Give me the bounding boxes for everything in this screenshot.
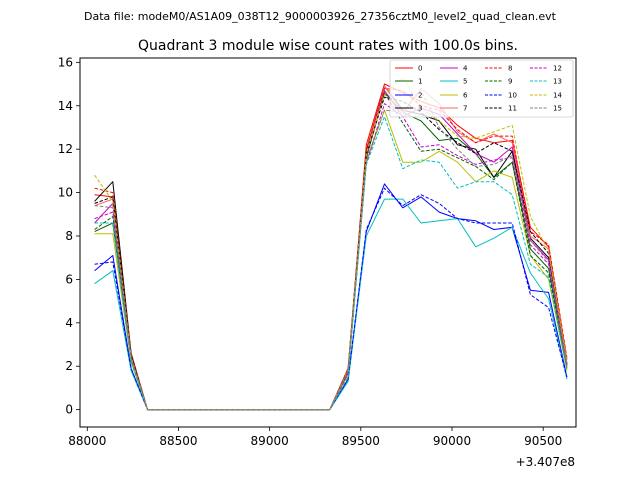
legend-label-2: 2: [418, 92, 422, 100]
series-line-13: [94, 116, 568, 411]
x-offset-label: +3.407e8: [516, 455, 575, 469]
series-line-15: [94, 90, 568, 411]
series-layer: [94, 77, 568, 411]
data-file-label: Data file: modeM0/AS1A09_038T12_90000039…: [84, 10, 557, 23]
y-tick-label: 14: [58, 99, 73, 113]
x-tick-label: 88500: [159, 434, 197, 448]
legend-label-6: 6: [463, 92, 468, 100]
y-tick-label: 16: [58, 55, 73, 69]
y-tick-label: 10: [58, 186, 73, 200]
legend-label-5: 5: [463, 78, 467, 86]
y-tick-label: 0: [65, 403, 73, 417]
legend-label-7: 7: [463, 105, 467, 113]
x-axis: 88000 88500 89000 89500 90000 90500: [68, 427, 562, 448]
y-tick-label: 6: [65, 272, 73, 286]
legend-label-14: 14: [553, 92, 562, 100]
legend-label-4: 4: [463, 65, 468, 73]
y-tick-label: 8: [65, 229, 73, 243]
y-axis: 0 2 4 6 8 10 12 14 16: [58, 55, 80, 417]
plot-area: [80, 58, 576, 427]
x-tick-label: 89500: [342, 434, 380, 448]
legend-label-10: 10: [508, 92, 517, 100]
x-tick-label: 90000: [433, 434, 471, 448]
chart-title: Quadrant 3 module wise count rates with …: [138, 38, 518, 54]
y-tick-label: 4: [65, 316, 73, 330]
legend-label-15: 15: [553, 105, 562, 113]
legend-label-9: 9: [508, 78, 512, 86]
legend-label-13: 13: [553, 78, 562, 86]
legend-label-3: 3: [418, 105, 422, 113]
legend-label-1: 1: [418, 78, 422, 86]
x-tick-label: 88000: [68, 434, 106, 448]
y-tick-label: 12: [58, 142, 73, 156]
legend-label-8: 8: [508, 65, 512, 73]
plot-frame: [79, 57, 577, 428]
x-tick-label: 90500: [524, 434, 562, 448]
legend-label-12: 12: [553, 65, 562, 73]
y-tick-label: 2: [65, 359, 73, 373]
legend-box: [389, 59, 574, 118]
x-tick-label: 89000: [251, 434, 289, 448]
legend-label-11: 11: [508, 105, 517, 113]
legend-label-0: 0: [418, 65, 422, 73]
